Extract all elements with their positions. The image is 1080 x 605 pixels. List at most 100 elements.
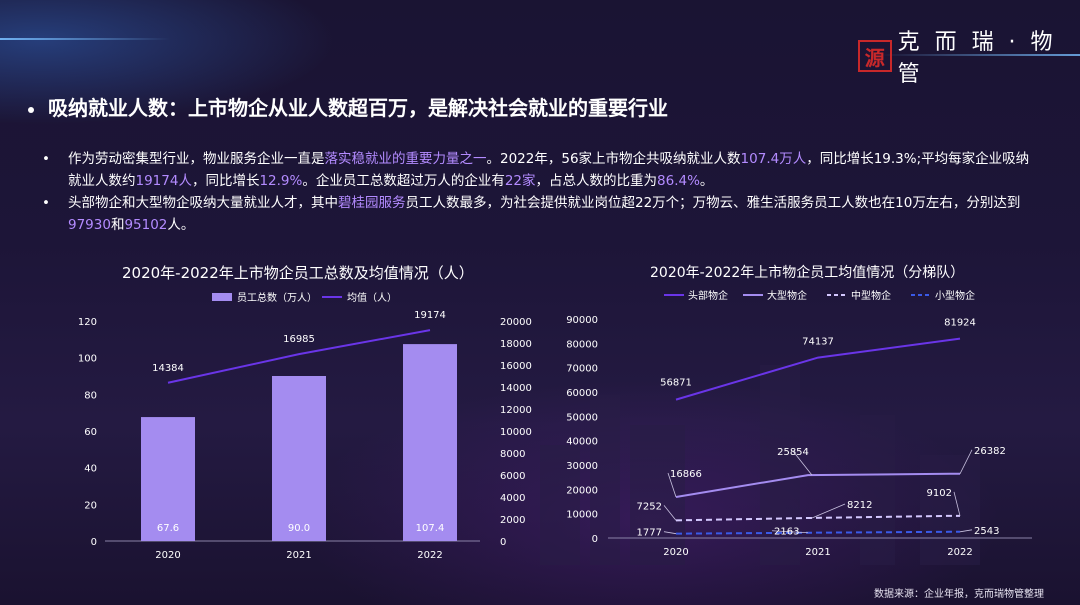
legend-label: 中型物企 [851,289,891,302]
y-axis-tick: 10000 [566,510,598,521]
highlight-text: 22家 [504,173,536,189]
city-silhouette [860,415,895,565]
right-axis-tick: 14000 [500,383,532,394]
x-axis-tick: 2021 [286,550,311,561]
label-leader-line [959,529,973,533]
highlight-text: 86.4% [657,173,700,189]
line-value-label: 56871 [660,378,692,389]
headline-text: 吸纳就业人数：上市物企从业人数超百万，是解决社会就业的重要行业 [48,96,668,120]
left-axis-tick: 120 [78,317,97,328]
line-value-label: 16985 [283,334,315,345]
y-axis-tick: 80000 [566,339,598,350]
line-value-label: 74137 [802,337,834,348]
body-text: 。企业员工总数超过万人的企业有 [302,173,505,189]
highlight-text: 落实稳就业的重要力量之一 [324,151,487,167]
headline-bullet-dot [28,106,34,113]
left-axis-tick: 80 [84,390,97,401]
bar [272,376,326,541]
highlight-text: 碧桂园服务 [338,195,406,211]
left-axis-tick: 40 [84,464,97,475]
y-axis-tick: 40000 [566,437,598,448]
highlight-text: 12.9% [259,173,303,189]
left-axis-tick: 20 [84,500,97,511]
right-axis-tick: 16000 [500,361,532,372]
label-leader-line [953,491,961,516]
label-leader-line [811,503,846,519]
x-axis-tick: 2020 [663,547,688,558]
chart-1-employee-total: 员工总数（万人） 均值（人） 0 20 40 60 80 100 120 0 2000 4000 600… [78,291,532,561]
x-axis-tick: 2020 [155,550,180,561]
line-value-label: 2163 [774,527,799,538]
x-axis-tick: 2021 [805,547,830,558]
body-text: ，同比增长19.3%;平均每家企业吸纳就业人数约 [68,151,1030,189]
body-text: 。2022年，56家上市物企共吸纳就业人数 [486,151,741,167]
label-leader-line [959,449,973,474]
brand-logo: 源 克 而 瑞 · 物管 [858,24,1080,88]
right-axis-tick: 6000 [500,471,525,482]
left-axis-tick: 60 [84,427,97,438]
bar-value-label: 67.6 [157,523,179,534]
legend-label: 小型物企 [935,289,975,302]
y-axis-tick: 50000 [566,412,598,423]
line-value-label: 9102 [927,488,952,499]
summary-bullet: 头部物企和大型物企吸纳大量就业人才，其中碧桂园服务员工人数最多，为社会提供就业岗… [42,192,1042,236]
summary-bullet: 作为劳动密集型行业，物业服务企业一直是落实稳就业的重要力量之一。2022年，56… [42,148,1042,192]
line-value-label: 8212 [847,500,872,511]
right-axis-tick: 18000 [500,339,532,350]
right-axis-tick: 12000 [500,405,532,416]
summary-bullets: 作为劳动密集型行业，物业服务企业一直是落实稳就业的重要力量之一。2022年，56… [42,148,1042,236]
line-value-label: 81924 [944,318,976,329]
line-value-label: 1777 [637,528,662,539]
brand-name: 克 而 瑞 · 物管 [897,30,1057,87]
right-axis-tick: 8000 [500,449,525,460]
body-text: 头部物企和大型物企吸纳大量就业人才，其中 [68,195,338,211]
chart-1-title: 2020年-2022年上市物企员工总数及均值情况（人） [122,264,474,282]
chart-2-tier-average: 头部物企 大型物企 中型物企 小型物企 0 10000 20000 30000 40000 500… [566,289,1032,558]
right-axis-tick: 20000 [500,317,532,328]
bar-value-label: 107.4 [416,523,445,534]
page-headline: 吸纳就业人数：上市物企从业人数超百万，是解决社会就业的重要行业 [28,92,668,121]
label-leader-line [663,505,677,521]
city-silhouette [540,445,580,565]
body-text: 人。 [167,217,195,233]
highlight-text: 107.4万人 [740,151,807,167]
y-axis-tick: 70000 [566,364,598,375]
right-axis-tick: 0 [500,537,506,548]
series-line [675,530,960,535]
y-axis-tick: 0 [592,534,598,545]
body-text: 作为劳动密集型行业，物业服务企业一直是 [68,151,325,167]
bar [403,344,457,541]
average-line [167,329,431,384]
line-value-label: 7252 [637,501,662,512]
line-value-label: 26382 [974,446,1006,457]
highlight-text: 19174人 [135,173,192,189]
y-axis-tick: 30000 [566,461,598,472]
label-leader-line [663,531,677,535]
light-streak-right [880,54,1080,56]
line-value-label: 14384 [152,363,184,374]
left-axis-tick: 100 [78,354,97,365]
label-leader-line [771,530,809,534]
right-axis-tick: 2000 [500,515,525,526]
data-source-note: 数据来源：企业年报，克而瑞物管整理 [874,589,1044,600]
bar-value-label: 90.0 [288,523,310,534]
x-axis-tick: 2022 [417,550,442,561]
chart-2-title: 2020年-2022年上市物企员工均值情况（分梯队） [650,265,965,281]
city-silhouette [630,425,685,565]
light-streak-left [0,38,170,40]
line-value-label: 25854 [777,447,809,458]
series-line [675,337,961,401]
x-axis-tick: 2022 [947,547,972,558]
city-silhouette [590,395,620,565]
legend-label: 头部物企 [688,289,728,302]
legend-swatch-bar [212,293,232,301]
line-value-label: 2543 [974,526,999,537]
brand-seal: 源 [858,40,892,72]
line-value-label: 19174 [414,310,446,321]
y-axis-tick: 60000 [566,388,598,399]
bar [141,417,195,541]
body-text: 。 [699,173,714,189]
body-text: ，同比增长 [191,173,260,189]
y-axis-tick: 90000 [566,315,598,326]
body-text: ，占总人数的比重为 [535,173,658,189]
